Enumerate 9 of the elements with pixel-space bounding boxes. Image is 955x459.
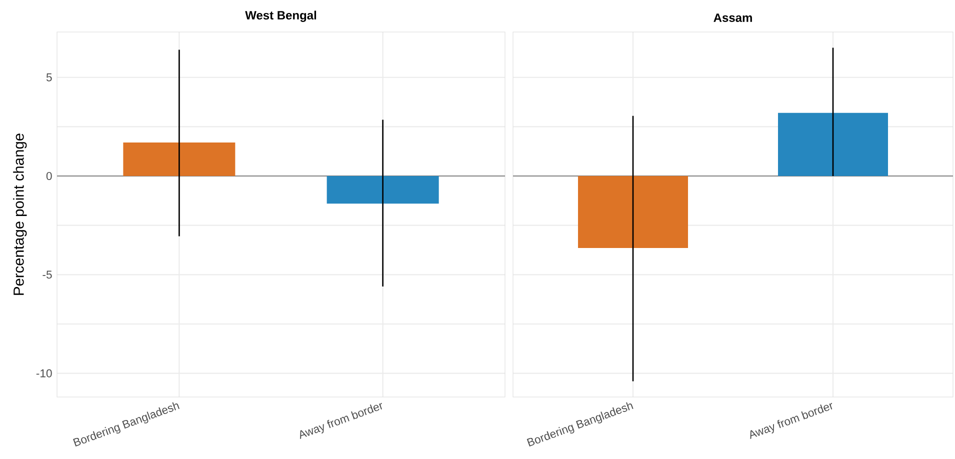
- y-axis-title: Percentage point change: [13, 134, 27, 295]
- chart-title: West Bengal: [245, 10, 316, 22]
- x-tick-label: Away from border: [750, 402, 832, 439]
- x-tick-label: Away from border: [300, 402, 382, 439]
- y-tick-label: -10: [36, 369, 52, 378]
- y-tick-label: 0: [46, 172, 52, 180]
- y-tick-label: 5: [46, 73, 52, 82]
- y-tick-label: -5: [42, 270, 52, 279]
- chart-title: Assam: [714, 14, 752, 22]
